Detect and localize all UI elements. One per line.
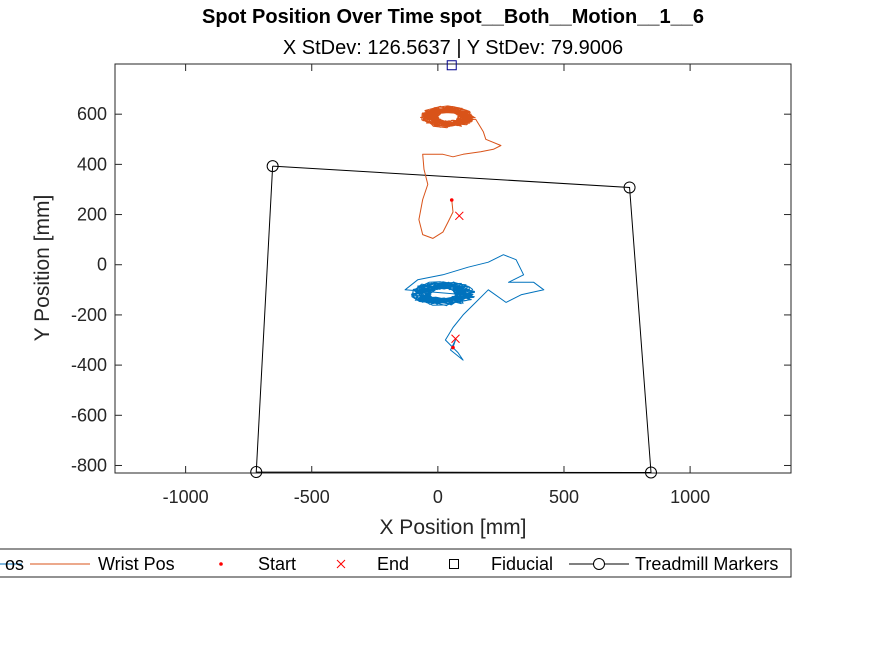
spot-trace [404,254,545,361]
treadmill-marker [266,160,279,173]
legend-glyph-3 [336,559,346,569]
x-tick-label: 0 [433,487,443,507]
legend-label-4: Fiducial [491,554,553,574]
plot-area: -1000 -500 0 500 1000 -800 -600 -400 -200 0 200 400… [71,60,792,507]
treadmill-marker [623,181,636,194]
legend-glyph-5 [593,558,605,570]
y-tick-label: 400 [77,154,107,174]
axes-box [114,63,792,474]
axis-ticks: -1000 -500 0 500 1000 -800 -600 -400 -200 0 200 400… [71,64,791,507]
legend-label-5: Treadmill Markers [635,554,778,574]
y-tick-label: -600 [71,405,107,425]
legend-box [0,548,792,578]
legend-label-0: os [5,554,24,574]
legend-glyph-2 [219,562,223,566]
y-tick-label: -800 [71,455,107,475]
wrist-trace [418,105,502,239]
treadmill-marker [250,465,263,478]
x-tick-label: -1000 [163,487,209,507]
wrist-end-marker [454,211,464,221]
x-tick-label: 1000 [670,487,710,507]
treadmill-marker [645,466,658,479]
traces [250,60,658,479]
legend-label-2: Start [258,554,296,574]
x-axis-label: X Position [mm] [379,516,526,539]
x-tick-label: 500 [549,487,579,507]
y-tick-label: 600 [77,104,107,124]
y-tick-label: 200 [77,205,107,225]
spot-start-marker [451,345,455,350]
x-tick-label: -500 [294,487,330,507]
spot-end-marker [451,334,460,344]
y-axis-label: Y Position [mm] [31,195,54,342]
legend-label-1: Wrist Pos [98,554,175,574]
chart-title: Spot Position Over Time spot__Both__Moti… [202,6,704,28]
y-tick-label: -200 [71,305,107,325]
legend-items: os Wrist Pos Start End Fiducial Treadmill Mar… [0,554,778,574]
legend-label-3: End [377,554,409,574]
wrist-start-marker [449,198,454,202]
treadmill-outline [255,165,652,473]
legend-glyph-4 [449,559,459,569]
chart-subtitle: X StDev: 126.5637 | Y StDev: 79.9006 [283,37,623,59]
y-tick-label: -400 [71,355,107,375]
legend: os Wrist Pos Start End Fiducial Treadmill Mar… [0,548,792,578]
y-tick-label: 0 [97,255,107,275]
fiducial-marker [446,60,457,71]
